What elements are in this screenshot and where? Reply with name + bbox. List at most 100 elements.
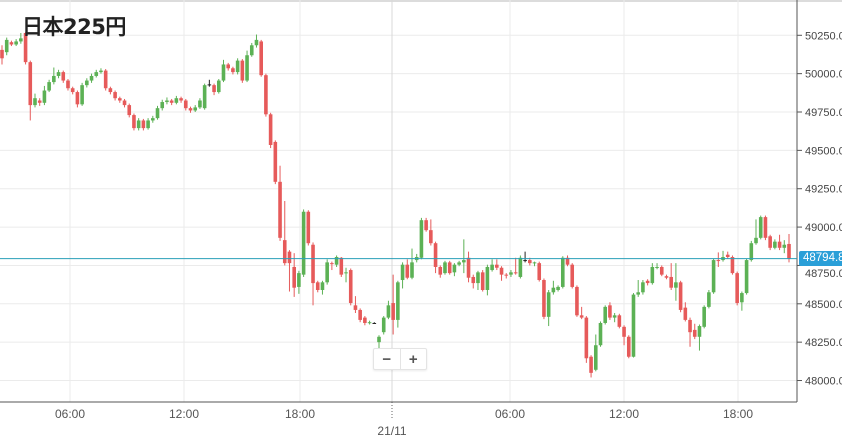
candle-body [669,276,673,288]
candle [0,45,4,65]
candle [4,37,9,56]
candle [240,59,245,83]
y-tick-label: 49750.0 [805,107,842,119]
candle [122,98,127,108]
candle [19,32,23,44]
candle [782,240,787,254]
candle-body [94,72,99,76]
candle-body [659,266,664,275]
candle-body [4,39,9,53]
candle-body [202,85,207,109]
candle [485,264,490,296]
candle [462,239,466,274]
candle-body [674,282,678,288]
candle [480,270,485,292]
candle-body [678,282,683,310]
candle-body [740,293,744,303]
candle-body [452,264,457,273]
candle-body [692,329,697,337]
candle-body [28,62,33,106]
candle [23,32,28,65]
candle [758,215,763,240]
candle-body [70,88,75,93]
candle-body [768,236,772,248]
candle [136,118,141,131]
candle-body [14,41,18,45]
candle [183,98,188,111]
candle-body [537,263,542,281]
candle-body [396,282,400,320]
candle-body [23,32,28,63]
zoom-out-button[interactable]: − [374,349,401,369]
candle-body [716,260,721,262]
zoom-controls: − + [373,348,427,370]
candle-body [584,317,589,359]
candle [396,280,400,328]
candle [424,217,428,232]
candle [155,105,160,120]
candle-body [325,262,329,283]
candle-body [160,102,165,109]
candle-body [650,266,655,284]
y-tick-label: 48500.0 [805,299,842,311]
candle [584,316,589,363]
candle [608,302,612,320]
candle [377,335,381,350]
candle [542,278,546,320]
candle-body [212,85,216,93]
candle-body [735,273,739,304]
candle [264,73,268,117]
candle [9,40,14,47]
y-tick-label: 49000.0 [805,222,842,234]
candle [37,98,42,106]
candle-body [754,237,758,244]
candle [669,263,673,290]
candle-body [702,306,706,327]
candle [674,263,678,301]
candle-body [353,305,358,310]
candle-body [179,98,183,101]
candle [438,265,443,278]
candle [518,255,523,279]
candle [419,217,424,260]
candle-body [259,41,263,76]
candle-body [80,85,84,105]
grid [0,0,797,402]
candle [160,99,165,111]
candle [188,106,193,113]
candle [702,305,706,329]
candle-body [47,82,51,91]
candle [711,258,716,294]
candle [513,257,518,275]
x-tick-label: 21/11 [377,424,406,438]
candle-body [198,100,202,108]
candle [334,255,339,267]
candle [268,112,273,149]
candle [212,83,216,96]
y-tick-label: 49250.0 [805,184,842,196]
candle-body [773,241,777,248]
candle [641,280,645,295]
candle-body [240,60,245,81]
candle [744,258,749,295]
candle-body [297,273,301,287]
candle [80,82,84,106]
candle [297,270,301,294]
candle-body [386,305,391,318]
candle-body [400,264,405,281]
candle [358,308,362,323]
candle-body [146,120,150,129]
candle [735,271,739,306]
candle [740,291,744,311]
candle-body [471,276,476,284]
candle [141,118,146,131]
candle-body [645,280,650,284]
candle [546,289,551,327]
candle [692,323,697,340]
candle [532,261,537,267]
zoom-in-button[interactable]: + [408,350,418,368]
chart-title: 日本225円 [22,15,126,39]
candle [664,274,669,280]
candle [716,252,721,267]
